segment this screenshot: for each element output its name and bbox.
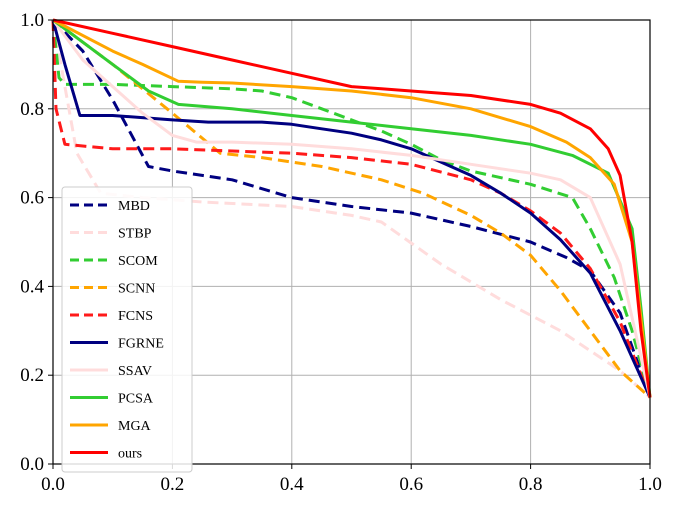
legend-label-pcsa: PCSA	[118, 392, 154, 407]
legend: MBD STBP SCOM SCNN FCNS FGRNE SSAV PCSA MGA ours	[61, 186, 193, 473]
series-line-pcsa	[52, 18, 652, 398]
y-tick-label: 0.4	[20, 276, 44, 297]
plot-frame	[52, 19, 651, 465]
legend-label-ssav: SSAV	[118, 364, 152, 379]
y-tick-label: 0.0	[20, 454, 44, 475]
series-lines	[51, 18, 652, 399]
legend-label-fcns: FCNS	[118, 309, 153, 324]
series-line-mga	[52, 18, 652, 398]
series-line-ssav	[51, 19, 652, 398]
series-line-fgrne	[51, 19, 652, 399]
x-tick-label: 0.8	[519, 474, 543, 495]
axis-ticks: 0.0 0.2 0.4 0.6 0.8 1.0 0.0 0.2 0.4 0.6 0.8 1.0	[20, 10, 662, 495]
series-line-scnn	[52, 18, 651, 399]
series-line-scom	[51, 19, 652, 398]
series-line-fcns	[51, 19, 652, 398]
series-line-mbd	[51, 18, 652, 398]
x-tick-label: 0.2	[161, 474, 185, 495]
legend-label-mbd: MBD	[118, 199, 150, 214]
y-tick-label: 0.6	[20, 188, 44, 209]
x-tick-label: 1.0	[638, 474, 662, 495]
legend-label-scnn: SCNN	[118, 282, 155, 297]
series-line-stbp	[51, 19, 651, 399]
y-tick-label: 0.2	[20, 365, 44, 386]
legend-box	[61, 186, 193, 473]
legend-label-mga: MGA	[118, 419, 152, 434]
y-tick-label: 1.0	[20, 10, 44, 31]
series-line-ours	[52, 18, 652, 398]
y-tick-label: 0.8	[20, 99, 44, 120]
legend-label-stbp: STBP	[118, 227, 152, 242]
legend-label-fgrne: FGRNE	[118, 337, 164, 352]
x-tick-label: 0.0	[41, 474, 65, 495]
legend-label-scom: SCOM	[118, 254, 158, 269]
x-tick-label: 0.4	[280, 474, 304, 495]
x-tick-label: 0.6	[399, 474, 423, 495]
legend-label-ours: ours	[118, 447, 142, 462]
